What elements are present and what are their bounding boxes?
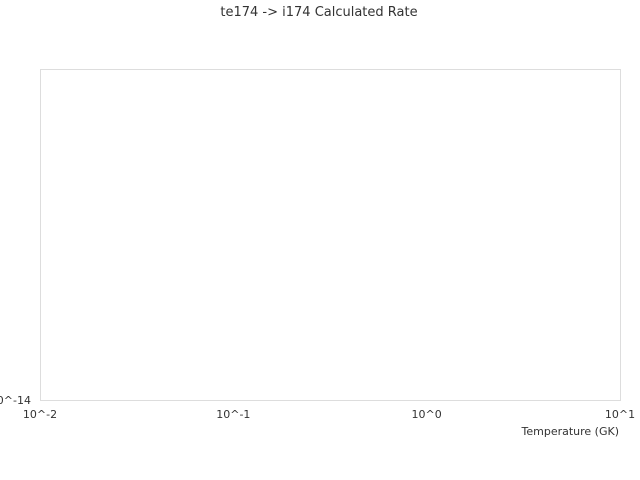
y-axis-ticks: 10^-14 xyxy=(0,394,31,407)
x-tick-label: 10^0 xyxy=(412,408,442,421)
x-tick-label: 10^-1 xyxy=(216,408,250,421)
x-tick-label: 10^1 xyxy=(605,408,635,421)
x-tick-label: 10^-2 xyxy=(23,408,57,421)
x-axis-ticks: 10^-2 10^-1 10^0 10^1 xyxy=(23,408,635,421)
y-tick-label: 10^-14 xyxy=(0,394,31,407)
x-axis-label: Temperature (GK) xyxy=(521,425,620,438)
plot-area xyxy=(40,69,621,401)
chart-title: te174 -> i174 Calculated Rate xyxy=(220,5,417,20)
